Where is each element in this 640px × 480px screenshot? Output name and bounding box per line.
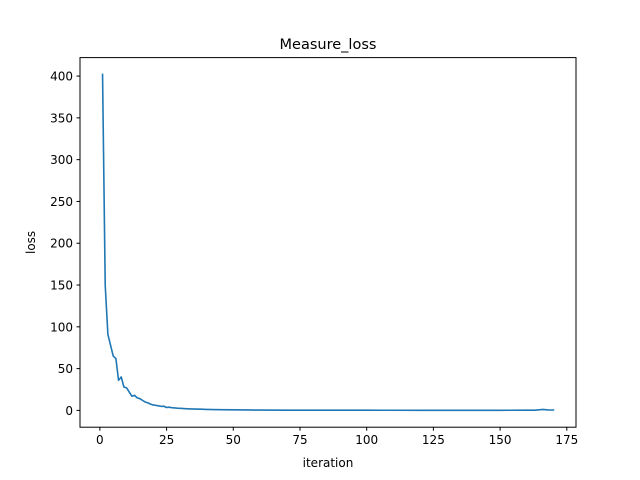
chart-title: Measure_loss [280,37,377,53]
plot-frame [79,57,577,428]
x-tick-label: 25 [159,433,174,447]
y-tick-label: 350 [50,111,73,125]
x-tick-label: 150 [489,433,512,447]
y-tick-label: 400 [50,70,73,84]
y-tick-label: 200 [50,237,73,251]
y-tick-label: 250 [50,195,73,209]
x-tick-label: 125 [422,433,445,447]
x-axis: 0 25 50 75 100 125 150 175 [96,427,578,447]
y-axis: 0 50 100 150 200 250 300 350 400 [50,70,80,418]
y-tick-label: 0 [65,404,73,418]
x-tick-label: 175 [555,433,578,447]
y-tick-label: 50 [58,362,73,376]
x-axis-label: iteration [303,456,354,470]
y-axis-label: loss [24,231,38,254]
y-tick-label: 100 [50,320,73,334]
y-tick-label: 150 [50,279,73,293]
series-line [101,73,555,412]
plot-area [101,73,555,412]
y-tick-label: 300 [50,153,73,167]
x-tick-label: 75 [292,433,307,447]
x-tick-label: 0 [96,433,104,447]
x-tick-label: 100 [355,433,378,447]
x-tick-label: 50 [226,433,241,447]
